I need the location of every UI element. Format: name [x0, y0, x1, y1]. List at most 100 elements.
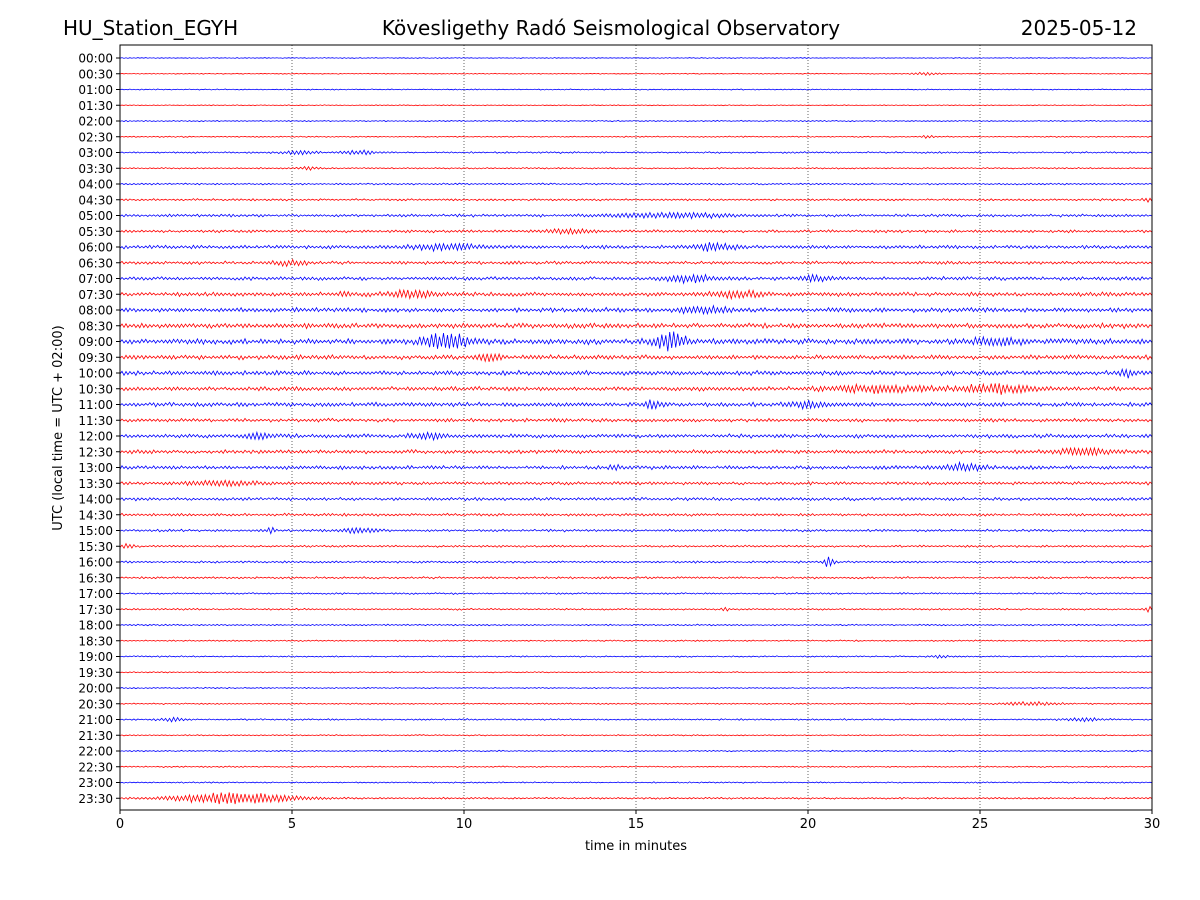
trace-10:30 — [119, 382, 1153, 395]
row-label-05:30: 05:30 — [78, 225, 113, 239]
row-label-08:30: 08:30 — [78, 319, 113, 333]
trace-13:00 — [119, 460, 1153, 473]
trace-07:00 — [119, 273, 1153, 285]
trace-11:00 — [119, 399, 1153, 411]
row-label-02:30: 02:30 — [78, 130, 113, 144]
row-label-04:00: 04:00 — [78, 178, 113, 192]
row-label-13:30: 13:30 — [78, 477, 113, 491]
trace-20:00 — [119, 686, 1153, 690]
row-label-19:00: 19:00 — [78, 650, 113, 664]
trace-09:30 — [119, 352, 1153, 363]
row-label-21:30: 21:30 — [78, 729, 113, 743]
row-label-22:00: 22:00 — [78, 745, 113, 759]
trace-18:00 — [119, 623, 1153, 627]
x-tick-label-0: 0 — [116, 817, 124, 832]
row-label-00:00: 00:00 — [78, 52, 113, 66]
station-name: HU_Station_EGYH — [63, 16, 239, 40]
row-label-11:30: 11:30 — [78, 414, 113, 428]
trace-02:30 — [119, 134, 1153, 139]
trace-22:00 — [119, 749, 1153, 753]
row-label-11:00: 11:00 — [78, 398, 113, 412]
row-label-20:30: 20:30 — [78, 697, 113, 711]
seismic-traces — [119, 57, 1153, 805]
trace-23:30 — [119, 792, 1153, 805]
row-label-07:00: 07:00 — [78, 272, 113, 286]
x-axis-ticks: 0 5 10 15 20 25 30 — [116, 810, 1160, 832]
x-tick-label-3: 15 — [628, 817, 645, 832]
x-tick-label-6: 30 — [1144, 817, 1161, 832]
x-tick-label-5: 25 — [972, 817, 989, 832]
row-label-10:00: 10:00 — [78, 367, 113, 381]
row-label-23:30: 23:30 — [78, 792, 113, 806]
row-label-18:30: 18:30 — [78, 634, 113, 648]
y-axis-label: UTC (local time = UTC + 02:00) — [51, 325, 66, 530]
trace-04:30 — [119, 197, 1153, 203]
row-label-07:30: 07:30 — [78, 288, 113, 302]
row-label-05:00: 05:00 — [78, 209, 113, 223]
trace-20:30 — [119, 700, 1153, 707]
trace-03:30 — [119, 165, 1153, 172]
trace-01:30 — [119, 104, 1153, 107]
row-label-17:30: 17:30 — [78, 603, 113, 617]
row-label-04:30: 04:30 — [78, 193, 113, 207]
trace-07:30 — [119, 288, 1153, 301]
trace-17:00 — [119, 592, 1153, 595]
row-label-16:00: 16:00 — [78, 556, 113, 570]
trace-01:00 — [119, 88, 1153, 91]
row-label-15:30: 15:30 — [78, 540, 113, 554]
row-label-16:30: 16:30 — [78, 571, 113, 585]
trace-04:00 — [119, 182, 1153, 186]
row-label-06:30: 06:30 — [78, 256, 113, 270]
row-label-14:30: 14:30 — [78, 508, 113, 522]
row-label-12:30: 12:30 — [78, 445, 113, 459]
trace-00:30 — [119, 71, 1153, 76]
row-label-03:00: 03:00 — [78, 146, 113, 160]
trace-08:00 — [119, 304, 1153, 316]
trace-15:00 — [119, 526, 1153, 535]
trace-21:00 — [119, 716, 1153, 723]
row-label-00:30: 00:30 — [78, 67, 113, 81]
trace-06:00 — [119, 241, 1153, 253]
row-label-20:00: 20:00 — [78, 682, 113, 696]
x-tick-label-1: 5 — [288, 817, 296, 832]
trace-22:30 — [119, 765, 1153, 768]
trace-18:30 — [119, 639, 1153, 643]
trace-05:00 — [119, 211, 1153, 220]
row-label-08:00: 08:00 — [78, 304, 113, 318]
row-label-12:00: 12:00 — [78, 430, 113, 444]
row-label-22:30: 22:30 — [78, 760, 113, 774]
trace-06:30 — [119, 258, 1153, 268]
trace-14:30 — [119, 512, 1153, 517]
trace-12:30 — [119, 446, 1153, 457]
row-label-09:00: 09:00 — [78, 335, 113, 349]
trace-03:00 — [119, 149, 1153, 156]
trace-19:00 — [119, 654, 1153, 660]
trace-12:00 — [119, 430, 1153, 442]
row-label-01:00: 01:00 — [78, 83, 113, 97]
row-label-13:00: 13:00 — [78, 461, 113, 475]
x-tick-label-2: 10 — [456, 817, 473, 832]
row-label-01:30: 01:30 — [78, 99, 113, 113]
x-tick-label-4: 20 — [800, 817, 817, 832]
trace-15:30 — [119, 542, 1153, 550]
trace-10:00 — [119, 367, 1153, 379]
trace-00:00 — [119, 57, 1153, 59]
trace-08:30 — [119, 321, 1153, 330]
row-label-14:00: 14:00 — [78, 493, 113, 507]
plot-date: 2025-05-12 — [1020, 16, 1137, 40]
trace-14:00 — [119, 496, 1153, 502]
row-label-06:00: 06:00 — [78, 241, 113, 255]
observatory-title: Kövesligethy Radó Seismological Observat… — [381, 16, 841, 40]
trace-19:30 — [119, 671, 1153, 674]
row-label-02:00: 02:00 — [78, 115, 113, 129]
row-label-15:00: 15:00 — [78, 524, 113, 538]
trace-05:30 — [119, 227, 1153, 236]
row-label-19:30: 19:30 — [78, 666, 113, 680]
trace-11:30 — [119, 417, 1153, 423]
x-axis-label: time in minutes — [585, 839, 687, 854]
trace-17:30 — [119, 605, 1153, 614]
trace-13:30 — [119, 479, 1153, 488]
row-label-17:00: 17:00 — [78, 587, 113, 601]
row-label-09:30: 09:30 — [78, 351, 113, 365]
